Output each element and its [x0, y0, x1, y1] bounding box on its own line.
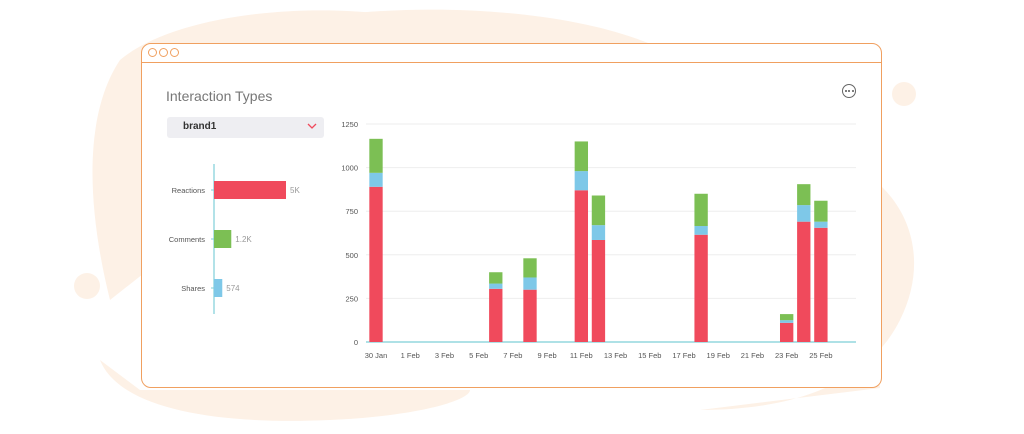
panel-title: Interaction Types	[166, 88, 273, 104]
y-tick-label: 250	[345, 294, 358, 303]
x-tick-label: 19 Feb	[707, 351, 730, 360]
bar-segment-shares	[814, 221, 828, 228]
x-tick-label: 30 Jan	[365, 351, 388, 360]
x-tick-label: 9 Feb	[538, 351, 557, 360]
more-options-button[interactable]	[842, 84, 856, 98]
bar-segment-comments	[814, 200, 828, 222]
bar-segment-shares	[591, 225, 606, 240]
x-tick-label: 11 Feb	[570, 351, 593, 360]
x-tick-label: 5 Feb	[469, 351, 488, 360]
summary-category-label: Reactions	[172, 186, 206, 195]
window-dot-icon	[159, 48, 168, 57]
x-tick-label: 3 Feb	[435, 351, 454, 360]
interactions-over-time-chart: 0 250 500 750 1000 1250 30 Jan 1 Feb 3 Feb 5 Feb 7…	[341, 120, 856, 360]
x-tick-label: 7 Feb	[503, 351, 522, 360]
interaction-summary-chart: Reactions 5K Comments 1.2K Shares 574	[169, 164, 300, 314]
window-dot-icon	[148, 48, 157, 57]
summary-category-label: Shares	[181, 284, 205, 293]
x-tick-label: 17 Feb	[672, 351, 695, 360]
bar-segment-reactions	[574, 190, 589, 342]
more-dot-icon	[851, 90, 854, 92]
bar-segment-comments	[574, 141, 589, 172]
x-tick-label: 23 Feb	[775, 351, 798, 360]
summary-value-label: 574	[226, 284, 240, 293]
bar-segment-shares	[694, 226, 708, 235]
window-titlebar	[142, 44, 881, 63]
x-tick-label: 13 Feb	[604, 351, 627, 360]
y-tick-label: 0	[354, 338, 358, 347]
y-tick-label: 750	[345, 207, 358, 216]
summary-value-label: 5K	[290, 186, 300, 195]
bar-segment-reactions	[489, 288, 503, 342]
summary-value-label: 1.2K	[235, 235, 252, 244]
summary-bar-shares	[214, 279, 223, 297]
y-tick-label: 1250	[341, 120, 358, 129]
bar-segment-comments	[797, 184, 811, 206]
bar-segment-reactions	[591, 239, 606, 342]
x-tick-label: 1 Feb	[401, 351, 420, 360]
bar-segment-shares	[797, 205, 811, 222]
x-tick-label: 25 Feb	[809, 351, 832, 360]
bar-segment-reactions	[523, 289, 537, 342]
summary-category-label: Comments	[169, 235, 206, 244]
bar-segment-reactions	[797, 221, 811, 342]
bar-segment-reactions	[694, 234, 708, 342]
bar-segment-reactions	[814, 227, 828, 342]
y-tick-label: 500	[345, 251, 358, 260]
bar-segment-reactions	[779, 322, 794, 342]
x-tick-label: 15 Feb	[638, 351, 661, 360]
bar-segment-shares	[779, 320, 794, 323]
bar-segment-comments	[489, 272, 503, 284]
background-dot-left	[74, 273, 100, 299]
bar-segment-comments	[369, 138, 383, 173]
summary-bar-comments	[214, 230, 232, 248]
bar-segment-comments	[523, 258, 537, 278]
bar-segment-shares	[574, 171, 589, 191]
bar-segment-shares	[523, 277, 537, 290]
more-dot-icon	[844, 90, 847, 92]
brand-dropdown-value: brand1	[183, 121, 217, 132]
y-tick-label: 1000	[341, 164, 358, 173]
browser-window: Interaction Types brand1 Reactions 5K Comm…	[141, 43, 882, 388]
brand-dropdown[interactable]: brand1	[167, 117, 324, 138]
x-tick-label: 21 Feb	[741, 351, 764, 360]
bar-segment-shares	[489, 283, 503, 289]
window-dot-icon	[170, 48, 179, 57]
more-dot-icon	[848, 90, 850, 92]
bar-segment-comments	[694, 193, 708, 227]
bar-segment-comments	[779, 314, 794, 321]
background-dot-right	[892, 82, 916, 106]
chevron-down-icon	[307, 123, 317, 129]
bar-segment-comments	[591, 195, 606, 226]
bar-segment-shares	[369, 172, 383, 187]
summary-bar-reactions	[214, 181, 286, 199]
background-blob-bottom	[100, 360, 470, 421]
bar-segment-reactions	[369, 186, 383, 342]
